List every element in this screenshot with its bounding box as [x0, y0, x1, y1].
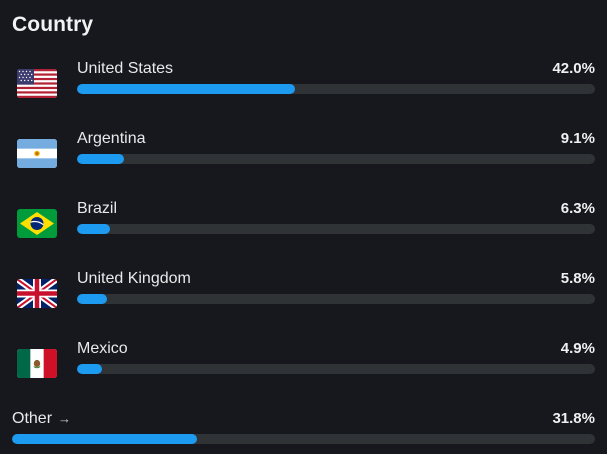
progress-track	[77, 224, 595, 234]
country-row-argentina[interactable]: Argentina 9.1%	[0, 130, 607, 180]
progress-fill	[77, 364, 103, 374]
country-row-united-states[interactable]: United States 42.0%	[0, 60, 607, 110]
country-row-brazil[interactable]: Brazil 6.3%	[0, 200, 607, 250]
other-label: Other	[12, 410, 53, 427]
progress-fill	[77, 294, 108, 304]
panel-title: Country	[12, 13, 94, 36]
country-percent: 6.3%	[560, 200, 595, 217]
progress-fill	[77, 154, 125, 164]
other-link[interactable]: Other →	[12, 410, 71, 428]
progress-track	[77, 364, 595, 374]
country-row-mexico[interactable]: Mexico 4.9%	[0, 340, 607, 390]
country-percent: 5.8%	[560, 270, 595, 287]
mexico-flag-icon	[17, 349, 57, 378]
us-flag-icon	[17, 69, 57, 98]
progress-fill	[12, 434, 198, 444]
country-row-united-kingdom[interactable]: United Kingdom 5.8%	[0, 270, 607, 320]
country-percent: 9.1%	[560, 130, 595, 147]
country-name: Argentina	[77, 130, 146, 147]
arrow-right-icon: →	[58, 411, 72, 426]
progress-track	[77, 84, 595, 94]
argentina-flag-icon	[17, 139, 57, 168]
country-name: United Kingdom	[77, 270, 191, 287]
country-percent: 42.0%	[552, 60, 595, 77]
country-percent: 4.9%	[560, 340, 595, 357]
brazil-flag-icon	[17, 209, 57, 238]
progress-fill	[77, 84, 295, 94]
progress-track	[12, 434, 595, 444]
uk-flag-icon	[17, 279, 57, 308]
progress-track	[77, 294, 595, 304]
country-name: United States	[77, 60, 174, 77]
country-name: Mexico	[77, 340, 128, 357]
progress-fill	[77, 224, 110, 234]
progress-track	[77, 154, 595, 164]
country-name: Brazil	[77, 200, 118, 217]
other-percent: 31.8%	[552, 410, 595, 427]
other-row: Other → 31.8%	[0, 410, 607, 450]
